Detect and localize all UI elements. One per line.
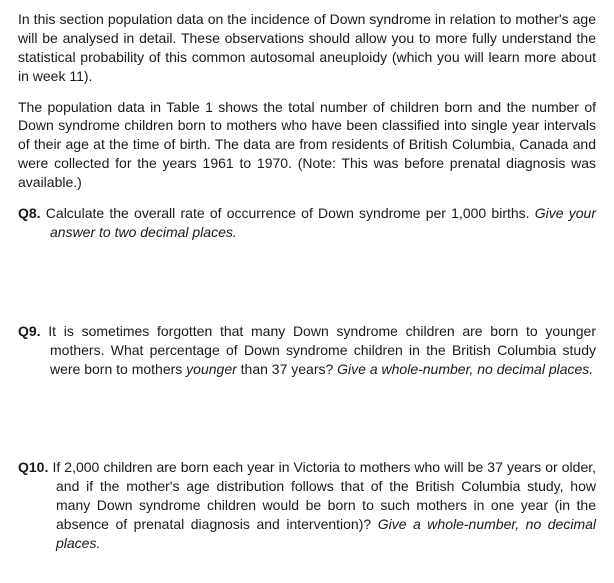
question-italic-word: younger: [186, 361, 237, 377]
question-9: Q9. It is sometimes forgotten that many …: [18, 322, 596, 379]
question-number: Q9.: [18, 323, 41, 339]
question-hint: Give a whole-number, no decimal places.: [337, 361, 593, 377]
question-body-part-b: than 37 years?: [237, 361, 337, 377]
document-page: In this section population data on the i…: [0, 0, 614, 583]
question-number: Q10.: [18, 459, 48, 475]
intro-paragraph-1: In this section population data on the i…: [18, 10, 596, 86]
intro-paragraph-2: The population data in Table 1 shows the…: [18, 98, 596, 192]
question-body: Calculate the overall rate of occurrence…: [46, 205, 535, 221]
question-number: Q8.: [18, 205, 41, 221]
question-10: Q10. If 2,000 children are born each yea…: [18, 458, 596, 552]
question-8: Q8. Calculate the overall rate of occurr…: [18, 204, 596, 242]
